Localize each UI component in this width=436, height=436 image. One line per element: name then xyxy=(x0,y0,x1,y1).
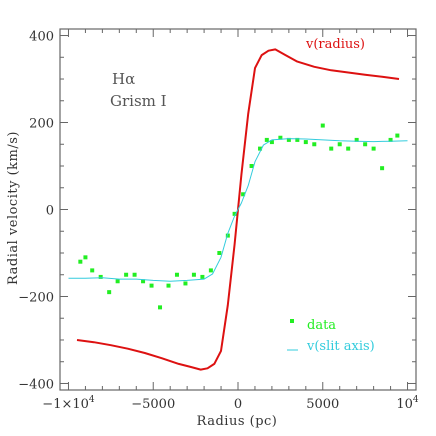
legend-label-data: data xyxy=(307,318,336,333)
data-point xyxy=(225,233,230,238)
data-point xyxy=(200,274,205,279)
data-point xyxy=(371,146,376,151)
x-tick-label: −5000 xyxy=(131,397,175,412)
x-tick-label: 5000 xyxy=(306,397,339,412)
series-layer xyxy=(68,48,408,371)
series-line-v-slit-axis- xyxy=(68,138,408,282)
data-point xyxy=(149,283,154,288)
y-tick-label: 200 xyxy=(29,117,54,132)
annotation-line: Hα xyxy=(112,70,135,88)
data-point xyxy=(320,123,325,128)
data-point xyxy=(312,142,317,147)
y-tick-label: −200 xyxy=(18,290,54,305)
data-point xyxy=(264,137,269,142)
data-point xyxy=(232,211,237,216)
data-point xyxy=(115,279,120,284)
x-tick-label: −1×104 xyxy=(42,395,95,412)
data-point xyxy=(132,272,137,277)
data-point xyxy=(249,164,254,169)
data-point xyxy=(363,142,368,147)
data-point xyxy=(329,146,334,151)
data-point xyxy=(78,259,83,264)
data-point xyxy=(217,250,222,255)
data-point xyxy=(346,146,351,151)
x-tick-label: 0 xyxy=(234,397,242,412)
annotation-grism: Grism I xyxy=(110,92,167,110)
data-point xyxy=(90,268,95,273)
data-point xyxy=(278,135,283,140)
axis-tick-labels: −1×104 −5000 0 5000 104 −400 −200 0 200 400 xyxy=(18,30,419,412)
data-point xyxy=(295,137,300,142)
data-point xyxy=(269,140,274,145)
data-point xyxy=(141,279,146,284)
data-point xyxy=(124,272,129,277)
data-point xyxy=(258,146,263,151)
x-axis-title: Radius (pc) xyxy=(197,414,278,429)
data-point xyxy=(380,166,385,171)
data-point xyxy=(166,283,171,288)
x-tick-label: 104 xyxy=(396,395,419,412)
data-point xyxy=(107,290,112,295)
data-point xyxy=(208,268,213,273)
data-point xyxy=(354,137,359,142)
data-point xyxy=(98,274,103,279)
data-point xyxy=(183,281,188,286)
y-tick-label: 400 xyxy=(29,30,54,45)
data-point xyxy=(174,272,179,277)
data-point xyxy=(83,255,88,260)
data-point xyxy=(388,137,393,142)
data-point xyxy=(395,133,400,138)
data-point xyxy=(241,192,246,197)
data-point xyxy=(337,142,342,147)
y-axis-title: Radial velocity (km/s) xyxy=(6,131,21,285)
data-point xyxy=(286,137,291,142)
axis-ticks xyxy=(60,29,416,390)
legend-marker-data xyxy=(290,319,294,323)
data-point xyxy=(303,140,308,145)
data-point xyxy=(191,272,196,277)
y-tick-label: 0 xyxy=(46,204,54,219)
data-point xyxy=(158,305,163,310)
legend-label-vradius: v(radius) xyxy=(305,37,365,52)
legend-label-vslit: v(slit axis) xyxy=(306,339,375,354)
y-tick-label: −400 xyxy=(18,377,54,392)
